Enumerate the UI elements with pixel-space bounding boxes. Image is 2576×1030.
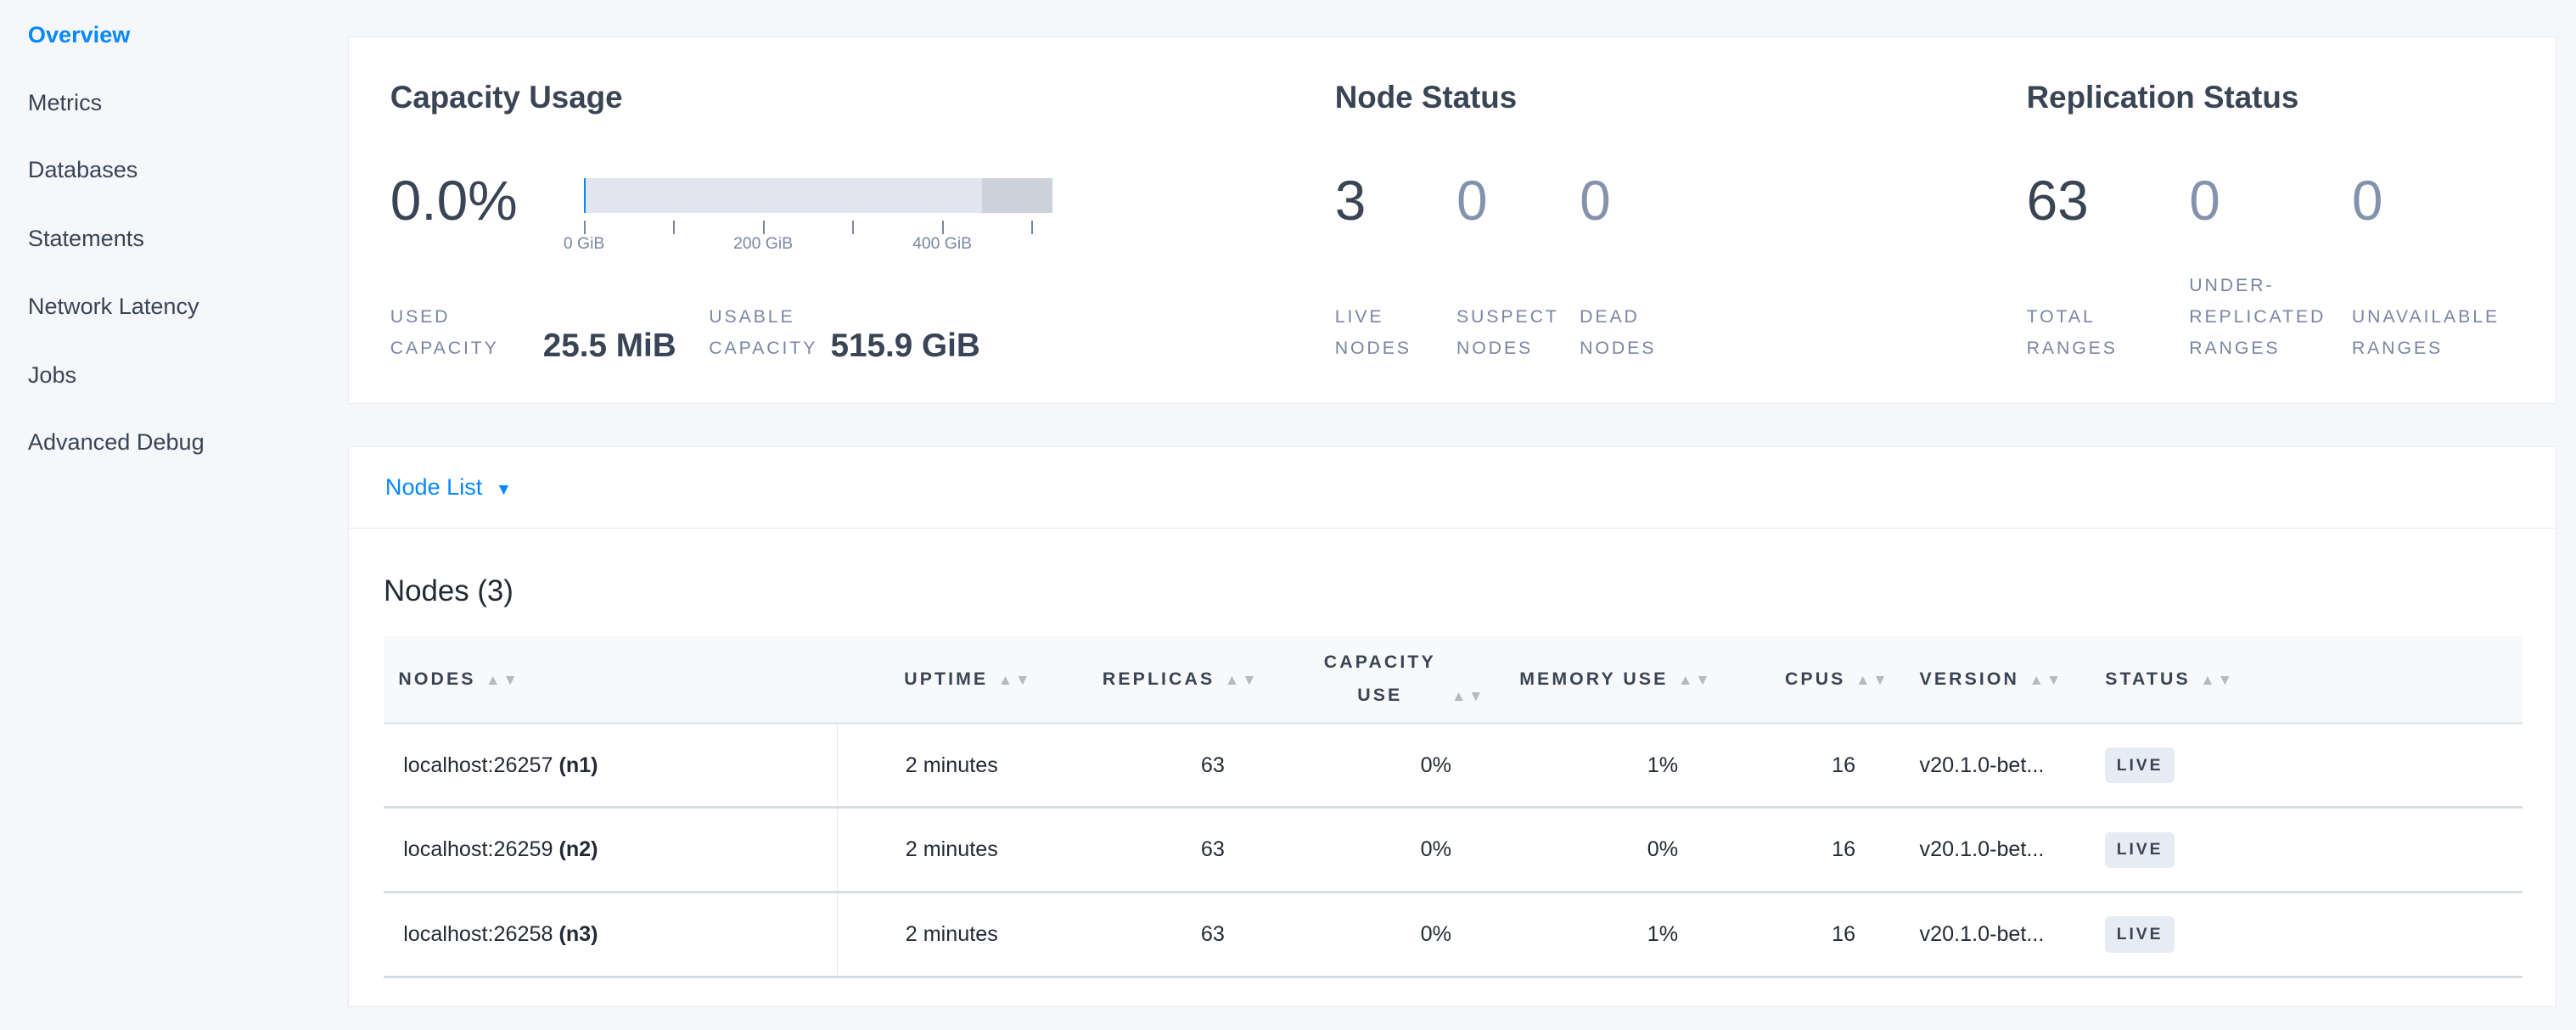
replicas-cell: 63 <box>1047 892 1274 978</box>
sort-icon: ▲▼ <box>1855 670 1890 688</box>
sidebar-item-metrics[interactable]: Metrics <box>27 88 103 115</box>
nodes-table: Nodes ▲▼ Uptime ▲▼ Replicas ▲▼ Capacity Use… <box>383 636 2523 978</box>
sort-icon: ▲▼ <box>997 670 1033 688</box>
cpus-cell: 16 <box>1727 892 1905 978</box>
capacity-usage-section: Capacity Usage 0.0% 0 GiB 200 GiB 400 Gi… <box>390 37 1212 399</box>
dead-nodes-count: 0 <box>1580 169 1611 232</box>
column-header-uptime[interactable]: Uptime ▲▼ <box>837 636 1047 725</box>
memory-cell: 0% <box>1501 807 1728 894</box>
total-ranges-count: 63 <box>2026 169 2089 232</box>
under-replicated-count: 0 <box>2189 169 2220 232</box>
status-cell: LIVE <box>2090 723 2523 809</box>
used-capacity-label: Used Capacity <box>390 306 499 358</box>
version-cell: v20.1.0-bet... <box>1905 892 2091 978</box>
column-header-replicas[interactable]: Replicas ▲▼ <box>1047 636 1274 725</box>
unavailable-ranges-label: Unavailable Ranges <box>2351 306 2500 358</box>
status-badge: LIVE <box>2105 831 2175 869</box>
capacity-tick-label: 200 GiB <box>733 233 794 253</box>
capacity-bar-fill <box>584 178 586 213</box>
cluster-summary-card: Capacity Usage 0.0% 0 GiB 200 GiB 400 Gi… <box>348 36 2556 405</box>
node-address-cell[interactable]: localhost:26258 (n3) <box>383 892 838 978</box>
version-cell: v20.1.0-bet... <box>1905 807 2091 894</box>
nodes-title: Nodes (3) <box>383 574 514 607</box>
status-badge: LIVE <box>2105 916 2175 953</box>
sort-icon: ▲▼ <box>1678 670 1713 688</box>
caret-down-icon: ▼ <box>495 480 512 500</box>
uptime-cell: 2 minutes <box>837 807 1047 894</box>
uptime-cell: 2 minutes <box>837 723 1047 809</box>
replication-status-title: Replication Status <box>2026 79 2299 115</box>
sidebar-item-databases[interactable]: Databases <box>27 155 138 182</box>
capacity-cell: 0% <box>1273 723 1501 809</box>
replicas-cell: 63 <box>1047 807 1274 894</box>
node-list-dropdown[interactable]: Node List ▼ <box>385 473 512 501</box>
status-badge: LIVE <box>2105 747 2175 784</box>
sidebar-item-overview[interactable]: Overview <box>27 21 131 48</box>
node-list-card: Node List ▼ Nodes (3) Nodes ▲▼ Uptime ▲▼ Re… <box>348 446 2556 1007</box>
column-header-nodes[interactable]: Nodes ▲▼ <box>383 636 838 725</box>
total-ranges-label: Total Ranges <box>2026 306 2118 358</box>
sidebar-item-jobs[interactable]: Jobs <box>27 361 77 388</box>
node-list-dropdown-label: Node List <box>384 473 483 501</box>
sort-icon: ▲▼ <box>485 670 520 688</box>
usable-capacity-value: 515.9 GiB <box>830 327 980 365</box>
status-cell: LIVE <box>2090 892 2523 978</box>
used-capacity-value: 25.5 MiB <box>542 327 676 365</box>
capacity-cell: 0% <box>1273 807 1501 894</box>
suspect-nodes-count: 0 <box>1456 169 1488 232</box>
column-header-status[interactable]: Status ▲▼ <box>2090 636 2523 725</box>
replication-status-section: Replication Status 63 0 0 Total Ranges U… <box>2027 37 2552 399</box>
dead-nodes-label: Dead Nodes <box>1580 306 1657 358</box>
sidebar-item-advanced-debug[interactable]: Advanced Debug <box>27 428 205 456</box>
node-status-title: Node Status <box>1334 79 1518 115</box>
sidebar-item-statements[interactable]: Statements <box>27 225 144 252</box>
table-row: localhost:26259 (n2) 2 minutes 63 0% 0% … <box>383 807 2523 894</box>
version-cell: v20.1.0-bet... <box>1905 723 2091 809</box>
suspect-nodes-label: Suspect Nodes <box>1456 306 1559 358</box>
cpus-cell: 16 <box>1727 723 1905 809</box>
capacity-percent: 0.0% <box>390 169 518 232</box>
column-header-version[interactable]: Version ▲▼ <box>1905 636 2091 725</box>
cpus-cell: 16 <box>1727 807 1905 894</box>
unavailable-ranges-count: 0 <box>2351 169 2383 232</box>
capacity-cell: 0% <box>1273 892 1501 978</box>
sort-icon: ▲▼ <box>1451 686 1486 704</box>
sort-icon: ▲▼ <box>1224 670 1260 688</box>
capacity-bar <box>584 178 1052 213</box>
uptime-cell: 2 minutes <box>837 892 1047 978</box>
table-row: localhost:26257 (n1) 2 minutes 63 0% 1% … <box>383 723 2523 809</box>
memory-cell: 1% <box>1501 723 1728 809</box>
live-nodes-label: Live Nodes <box>1334 306 1411 358</box>
usable-capacity-label: Usable Capacity <box>709 306 818 358</box>
sort-icon: ▲▼ <box>2200 670 2236 688</box>
node-address-cell[interactable]: localhost:26257 (n1) <box>383 723 838 809</box>
live-nodes-count: 3 <box>1334 169 1367 232</box>
capacity-tick-label: 0 GiB <box>563 233 605 253</box>
capacity-usage-title: Capacity Usage <box>390 79 623 115</box>
sort-icon: ▲▼ <box>2029 670 2064 688</box>
table-row: localhost:26258 (n3) 2 minutes 63 0% 1% … <box>383 892 2523 978</box>
column-header-capacity-use[interactable]: Capacity Use ▲▼ <box>1273 636 1501 725</box>
under-replicated-label: Under-replicated Ranges <box>2189 275 2326 358</box>
column-header-memory-use[interactable]: Memory Use ▲▼ <box>1501 636 1728 725</box>
capacity-tick-label: 400 GiB <box>912 233 973 253</box>
column-header-cpus[interactable]: CPUs ▲▼ <box>1727 636 1905 725</box>
replicas-cell: 63 <box>1047 723 1274 809</box>
memory-cell: 1% <box>1501 892 1728 978</box>
node-status-section: Node Status 3 0 0 Live Nodes Suspect Nod… <box>1335 37 1828 399</box>
sidebar-item-network-latency[interactable]: Network Latency <box>27 292 199 319</box>
status-cell: LIVE <box>2090 807 2523 894</box>
node-address-cell[interactable]: localhost:26259 (n2) <box>383 807 838 894</box>
